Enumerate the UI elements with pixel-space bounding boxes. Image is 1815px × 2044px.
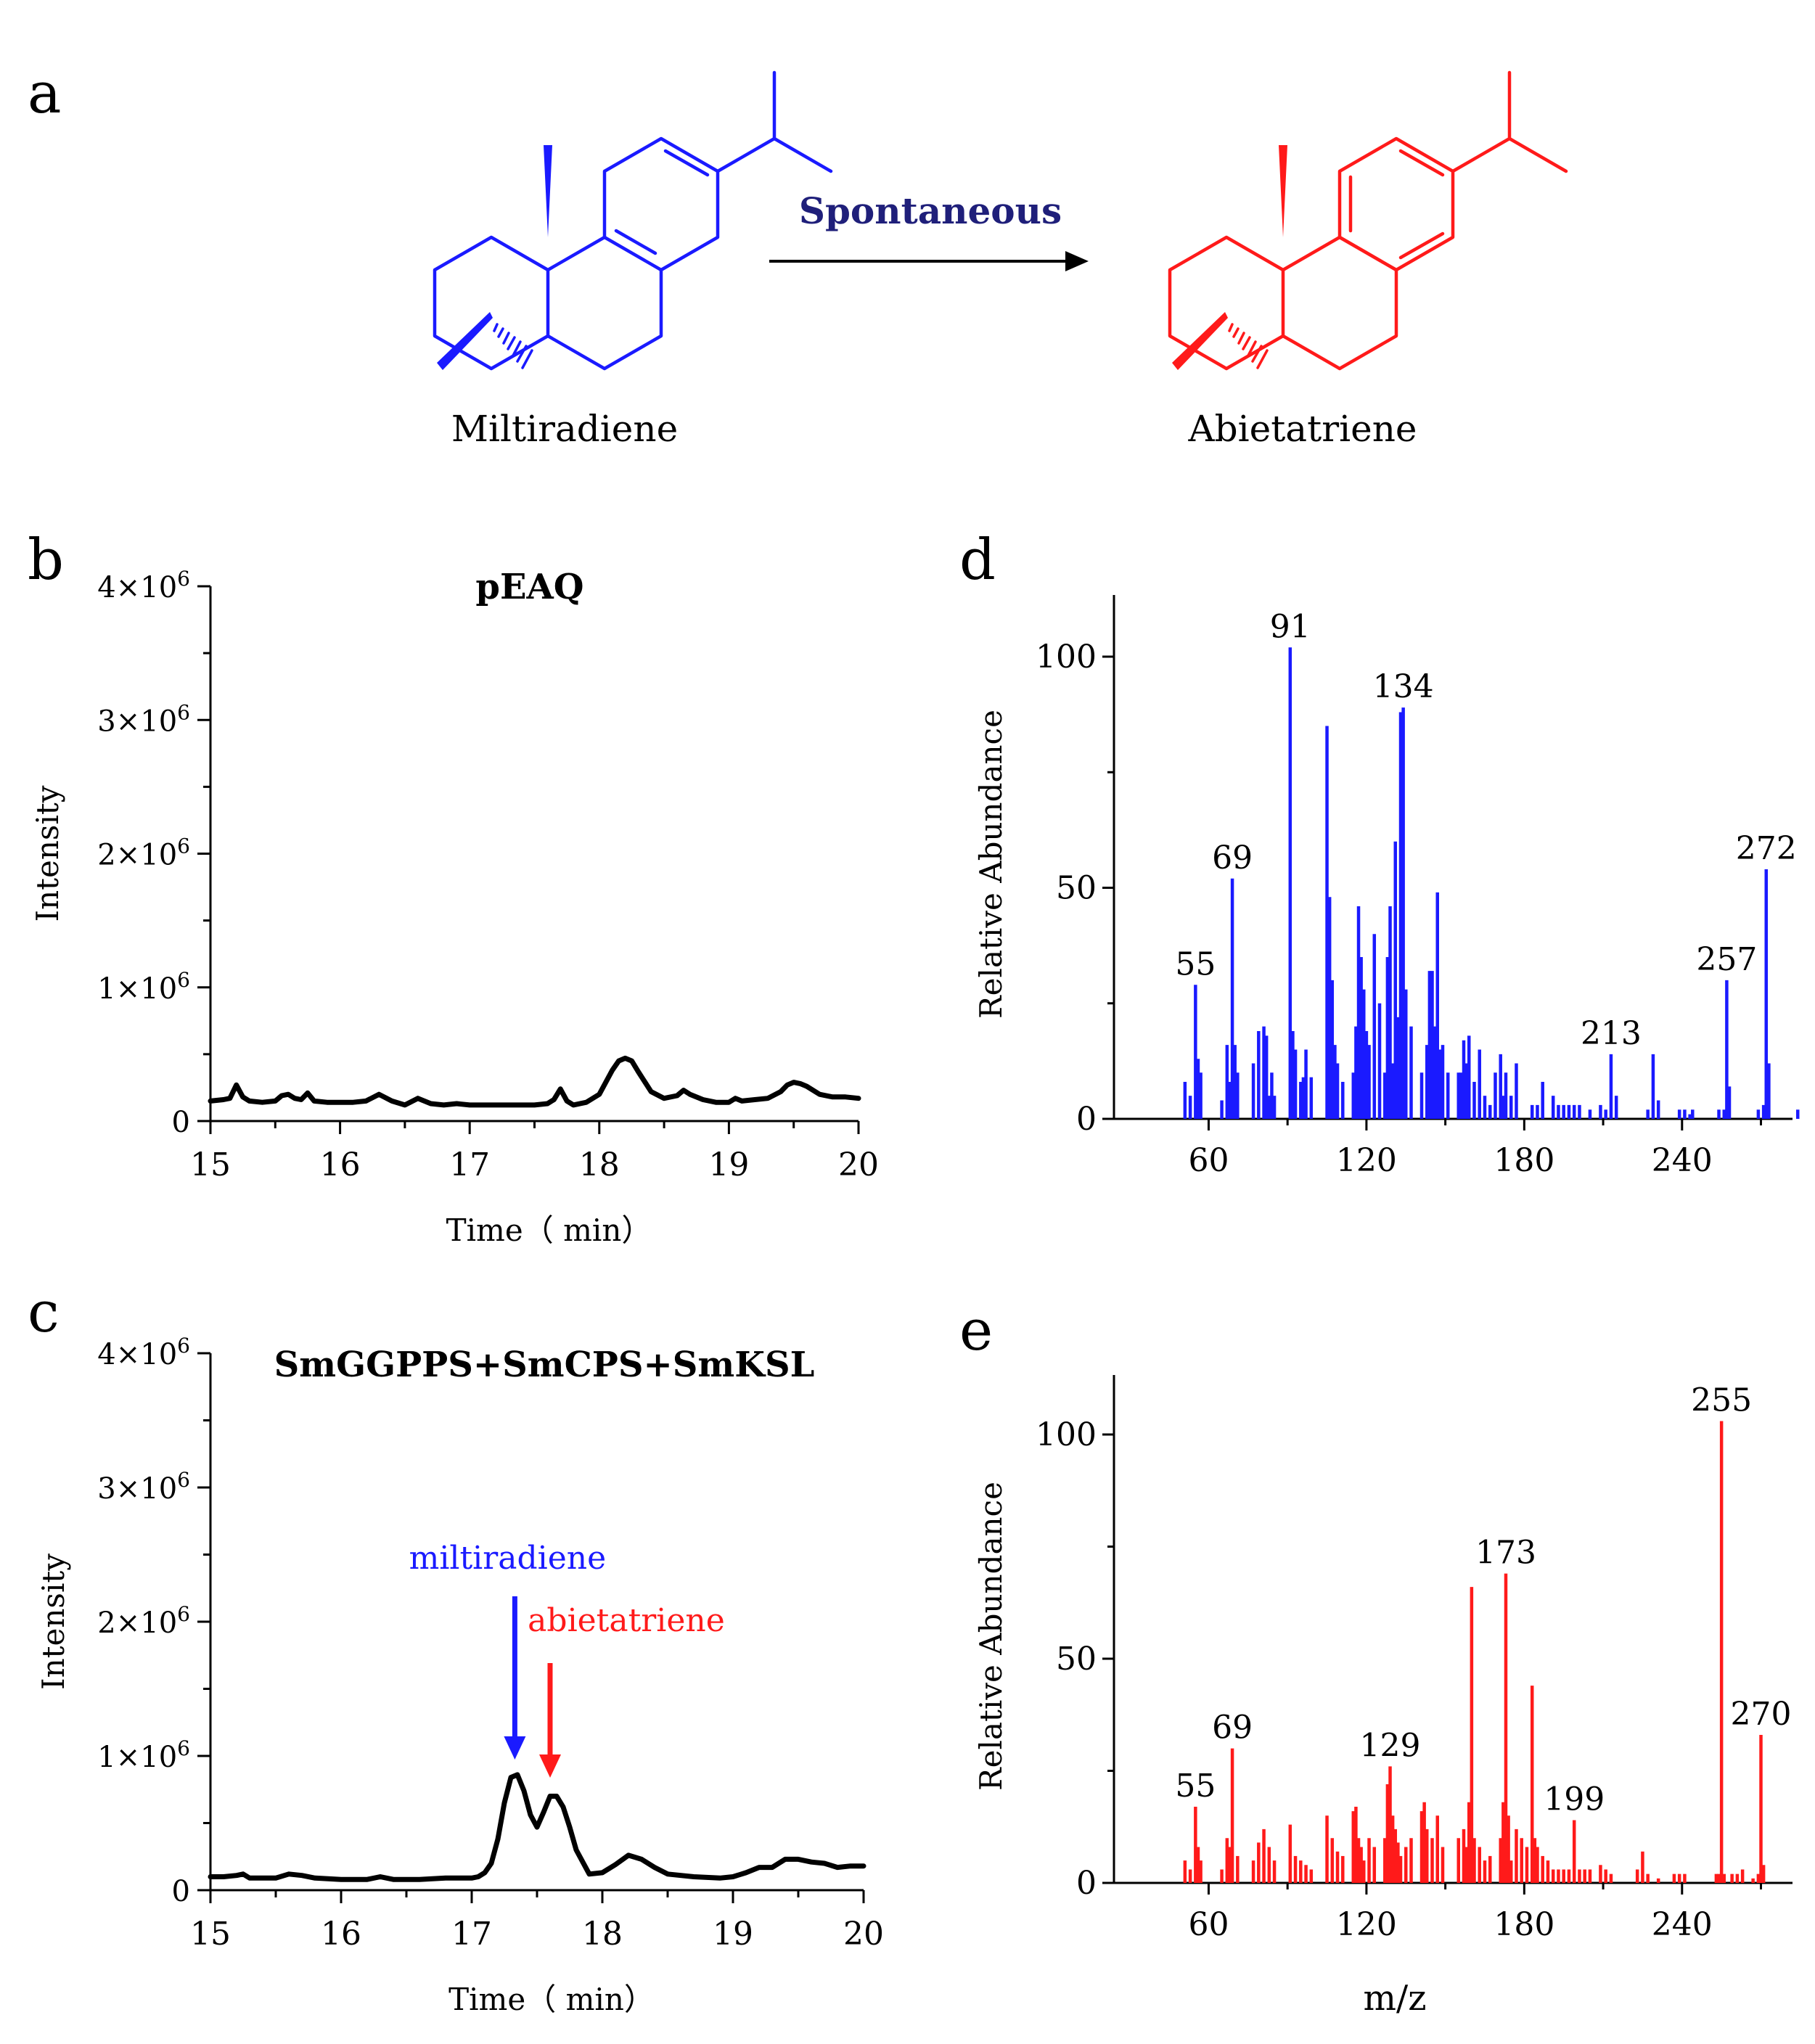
peak-mz-label: 213 [1581,1015,1642,1052]
y-tick-label: 1×106 [97,1736,190,1774]
mass-spectrum-chart-e: 60 120 180 240 0 50 100 Relative Abundance m/z 55… [973,1375,1793,2019]
peak-mz-label: 272 [1736,830,1797,867]
chromatogram-trace [208,1055,861,1108]
peak-mz-label: 255 [1691,1382,1752,1419]
abietatriene-structure [1168,70,1568,371]
chart-title: pEAQ [475,567,583,607]
chromatogram-chart-b: 15 16 17 18 19 20 0 1×106 2×106 3×106 4×106 pEAQ Tim… [30,567,879,1248]
x-tick-label: 60 [1188,1906,1229,1943]
abietatriene-wedge-angular [1279,145,1287,237]
y-tick-label: 0 [1076,1865,1097,1902]
peak-mz-label: 173 [1475,1535,1536,1572]
y-tick-label: 4×106 [97,1334,190,1371]
chromatogram-chart-c: 15 16 17 18 19 20 0 1×106 2×106 3×106 4×106 SmGGPPS… [36,1334,884,2017]
x-tick-label: 120 [1336,1906,1397,1943]
mass-spectrum-chart-d: 60 120 180 240 0 50 100 Relative Abundance 55 69 9… [973,595,1800,1179]
chromatogram-trace [208,1772,866,1882]
y-tick-label: 0 [172,1106,190,1139]
miltiradiene-wedge-gem [437,312,493,370]
x-axis-label: Time（ min） [446,1212,652,1248]
x-tick-label: 180 [1494,1142,1554,1179]
x-tick-label: 120 [1336,1142,1397,1179]
y-tick-label: 0 [172,1875,190,1908]
abietatriene-wedge-gem [1172,312,1228,370]
y-tick-label: 2×106 [97,1602,190,1640]
miltiradiene-label: Miltiradiene [451,408,678,450]
x-tick-label: 20 [838,1146,879,1183]
peak-mz-label: 257 [1696,941,1757,978]
x-tick-label: 240 [1652,1142,1713,1179]
peak-mz-label: 199 [1544,1781,1605,1818]
peak-mz-label: 55 [1175,1768,1216,1805]
y-tick-label: 3×106 [97,1468,190,1506]
y-axis-label: Relative Abundance [973,710,1009,1019]
reaction-arrowhead [1065,251,1089,271]
x-tick-label: 240 [1652,1906,1713,1943]
x-tick-label: 16 [321,1916,361,1953]
x-axis-label: m/z [1364,1978,1427,2019]
miltiradiene-hash-bond [493,323,533,369]
panel-letter-c: c [28,1280,60,1345]
y-tick-label: 3×106 [97,700,190,738]
x-tick-label: 19 [708,1146,749,1183]
peak-annotation-arrowhead [539,1754,561,1778]
peak-annotation-arrowhead [504,1736,526,1760]
x-tick-label: 18 [579,1146,620,1183]
y-tick-label: 0 [1076,1101,1097,1138]
miltiradiene-structure [433,70,833,371]
y-axis-label: Intensity [30,785,65,922]
peak-annotation-label: abietatriene [528,1602,725,1639]
peak-annotation-label: miltiradiene [409,1540,607,1577]
miltiradiene-wedge-angular [544,145,552,237]
x-tick-label: 18 [582,1916,623,1953]
x-tick-label: 20 [843,1916,884,1953]
x-tick-label: 17 [449,1146,490,1183]
y-tick-label: 1×106 [97,968,190,1006]
x-tick-label: 15 [190,1916,231,1953]
chart-title: SmGGPPS+SmCPS+SmKSL [274,1345,815,1385]
peak-mz-label: 69 [1212,840,1253,877]
x-tick-label: 19 [713,1916,753,1953]
y-axis-label: Relative Abundance [973,1482,1009,1791]
peak-mz-label: 134 [1373,668,1434,705]
panel-letter-e: e [959,1298,993,1363]
panel-letter-a: a [28,61,62,126]
x-tick-label: 15 [190,1146,231,1183]
peak-mz-label: 129 [1360,1727,1421,1764]
y-tick-label: 100 [1036,1416,1097,1453]
panel-letter-d: d [959,528,996,593]
y-tick-label: 100 [1036,639,1097,676]
peak-mz-label: 91 [1270,608,1311,645]
y-tick-label: 2×106 [97,834,190,872]
abietatriene-hash-bond [1228,323,1269,369]
x-tick-label: 17 [451,1916,492,1953]
peak-mz-label: 55 [1175,945,1216,982]
x-tick-label: 60 [1188,1142,1229,1179]
peak-mz-label: 69 [1212,1710,1253,1747]
x-tick-label: 180 [1494,1906,1554,1943]
peak-mz-label: 270 [1731,1696,1792,1733]
x-axis-label: Time（ min） [448,1982,655,2017]
abietatriene-label: Abietatriene [1188,408,1417,450]
y-tick-label: 50 [1056,1641,1097,1678]
panel-letter-b: b [28,528,64,593]
y-tick-label: 4×106 [97,567,190,604]
y-tick-label: 50 [1056,870,1097,907]
x-tick-label: 16 [320,1146,361,1183]
y-axis-label: Intensity [36,1553,71,1690]
reaction-arrow-label: Spontaneous [799,189,1062,232]
